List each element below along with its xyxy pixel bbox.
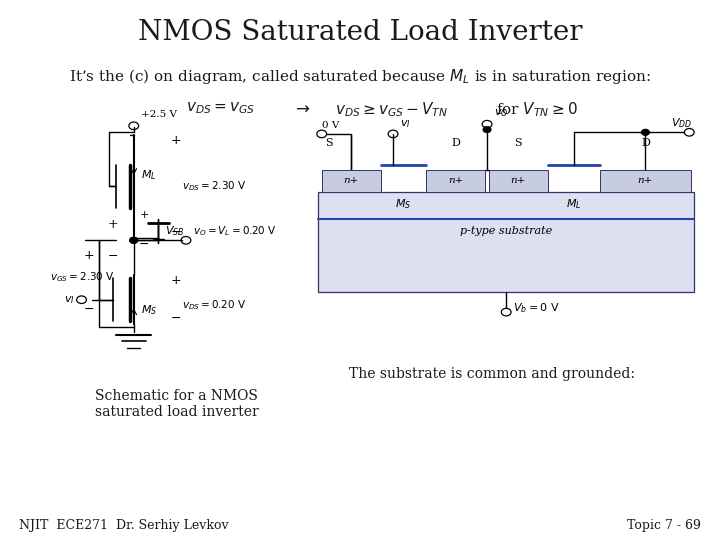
Text: $v_{DS} \geq v_{GS} - V_{TN}$: $v_{DS} \geq v_{GS} - V_{TN}$ [335,100,448,119]
Text: NMOS Saturated Load Inverter: NMOS Saturated Load Inverter [138,19,582,46]
Text: $M_S$: $M_S$ [395,197,412,211]
Text: n+: n+ [638,177,653,185]
Text: +: + [107,218,118,231]
Text: $M_S$: $M_S$ [140,303,157,318]
Text: −: − [170,312,181,325]
Text: n+: n+ [510,177,526,185]
Bar [322,170,381,192]
Text: S: S [325,138,333,149]
Text: The substrate is common and grounded:: The substrate is common and grounded: [349,367,635,381]
Text: 0 V: 0 V [322,120,339,130]
Text: $M_L$: $M_L$ [140,168,156,183]
Text: $v_{DS} = 0.20\ \mathrm{V}$: $v_{DS} = 0.20\ \mathrm{V}$ [182,298,247,312]
Text: +2.5 V: +2.5 V [140,110,176,119]
Text: $v_{GS} = 2.30\ \mathrm{V}$: $v_{GS} = 2.30\ \mathrm{V}$ [50,270,115,284]
Text: D: D [641,138,650,149]
Bar [600,170,690,192]
Text: −: − [107,250,118,263]
Bar [426,170,485,192]
Text: p-type substrate: p-type substrate [460,226,552,236]
Text: $M_L$: $M_L$ [567,197,582,211]
Text: $v_{DS}=v_{GS}$: $v_{DS}=v_{GS}$ [186,100,255,116]
Text: −: − [84,302,94,316]
Text: $v_I$: $v_I$ [64,294,75,306]
Circle shape [483,126,491,133]
Text: $V_{DD}$: $V_{DD}$ [671,116,692,130]
Text: −: − [170,226,181,239]
Text: $v_O$: $v_O$ [494,107,508,119]
Text: $V_{SB}$: $V_{SB}$ [165,224,184,238]
Text: $V_b = 0\ \mathrm{V}$: $V_b = 0\ \mathrm{V}$ [513,301,560,315]
Text: S: S [515,138,522,149]
Text: $v_O = V_L = 0.20\ \mathrm{V}$: $v_O = V_L = 0.20\ \mathrm{V}$ [193,224,277,238]
Text: +: + [84,248,94,262]
Text: +: + [140,210,149,220]
Circle shape [642,129,649,136]
Text: n+: n+ [448,177,464,185]
Text: +: + [170,274,181,287]
Text: +: + [170,134,181,147]
Text: D: D [451,138,460,149]
Text: Schematic for a NMOS
saturated load inverter: Schematic for a NMOS saturated load inve… [96,389,259,419]
Text: Topic 7 - 69: Topic 7 - 69 [627,519,701,532]
Circle shape [130,237,138,244]
Text: for $V_{TN} \geq 0$: for $V_{TN} \geq 0$ [496,100,577,119]
Text: $v_{DS} = 2.30\ \mathrm{V}$: $v_{DS} = 2.30\ \mathrm{V}$ [182,179,248,193]
Text: n+: n+ [343,177,359,185]
Text: $\rightarrow$: $\rightarrow$ [292,100,310,117]
Bar [318,192,694,292]
Text: NJIT  ECE271  Dr. Serhiy Levkov: NJIT ECE271 Dr. Serhiy Levkov [19,519,228,532]
Text: It’s the (c) on diagram, called saturated because $M_L$ is in saturation region:: It’s the (c) on diagram, called saturate… [69,68,651,86]
Circle shape [130,237,138,244]
Bar [489,170,548,192]
Text: −: − [139,238,150,251]
Text: $v_I$: $v_I$ [400,118,410,130]
